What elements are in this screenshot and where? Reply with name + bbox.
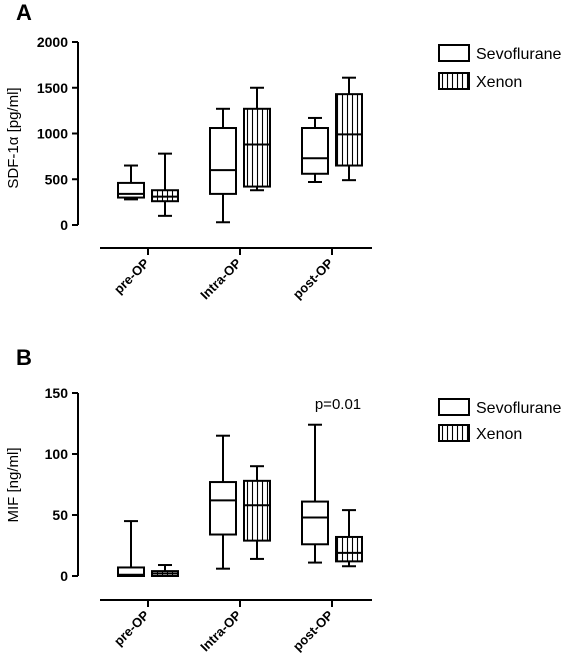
box-xenon-a (243, 86, 271, 192)
legend-label-sevoflurane-a: Sevoflurane (476, 46, 561, 63)
panel-label-a: A (16, 0, 32, 25)
category-label-b: Intra-OP (197, 607, 244, 654)
boxes-b (117, 423, 363, 578)
category-label-b: post-OP (290, 607, 337, 654)
y-tick-label-a: 500 (45, 171, 69, 187)
y-tick-label-b: 150 (45, 385, 69, 401)
legend-swatch-sevoflurane-b (438, 398, 470, 416)
iqr-box (243, 107, 271, 188)
boxes-a (117, 76, 363, 224)
iqr-box (335, 93, 363, 167)
iqr-box (301, 500, 329, 546)
panel-label-b: B (16, 345, 32, 370)
iqr-box (335, 535, 363, 563)
y-axis-title-a: SDF-1α [pg/ml] (5, 87, 22, 188)
legend-label-xenon-a: Xenon (476, 74, 522, 91)
panel-b: B MIF [ng/ml] 0 50 100 150 pre-OP Intra-OP po… (5, 345, 561, 654)
iqr-box (243, 479, 271, 542)
legend-swatch-xenon-b (438, 424, 470, 442)
box-xenon-b (151, 564, 179, 577)
box-xenon-b (243, 465, 271, 560)
legend-label-xenon-b: Xenon (476, 426, 522, 443)
y-axis-title-b: MIF [ng/ml] (5, 447, 22, 522)
legend-swatch-xenon-a (438, 72, 470, 90)
y-tick-label-b: 100 (45, 446, 69, 462)
box-xenon-a (335, 76, 363, 182)
legend-b: Sevoflurane Xenon (438, 398, 561, 443)
box-xenon-b (335, 509, 363, 568)
box-sevoflurane-a (117, 164, 145, 201)
box-sevoflurane-a (209, 107, 237, 224)
box-xenon-a (151, 152, 179, 217)
legend-a: Sevoflurane Xenon (438, 44, 561, 91)
box-sevoflurane-b (117, 520, 145, 578)
x-categories-a: pre-OP Intra-OP post-OP (111, 248, 336, 302)
category-label-a: Intra-OP (197, 255, 244, 302)
y-tick-label-a: 2000 (37, 34, 68, 50)
iqr-box (117, 181, 145, 199)
y-tick-label-a: 1500 (37, 80, 68, 96)
y-tick-label-a: 0 (60, 217, 68, 233)
box-sevoflurane-a (301, 116, 329, 183)
iqr-box (209, 481, 237, 536)
x-categories-b: pre-OP Intra-OP post-OP (111, 600, 336, 654)
y-ticks-b: 0 50 100 150 (45, 385, 78, 584)
legend-swatch-sevoflurane-a (438, 44, 470, 62)
y-tick-label-b: 50 (52, 507, 68, 523)
y-tick-label-a: 1000 (37, 126, 68, 142)
p-value-annotation: p=0.01 (315, 396, 361, 413)
legend-label-sevoflurane-b: Sevoflurane (476, 400, 561, 417)
panel-a: A SDF-1α [pg/ml] 0 500 1000 1500 2000 pre-OP… (5, 0, 561, 302)
category-label-b: pre-OP (111, 607, 152, 648)
box-sevoflurane-b (301, 423, 329, 564)
category-label-a: pre-OP (111, 255, 152, 296)
category-label-a: post-OP (290, 255, 337, 302)
iqr-box (117, 566, 145, 578)
box-sevoflurane-b (209, 434, 237, 570)
iqr-box (209, 127, 237, 195)
y-tick-label-b: 0 (60, 568, 68, 584)
y-ticks-a: 0 500 1000 1500 2000 (37, 34, 78, 233)
iqr-box (301, 127, 329, 175)
